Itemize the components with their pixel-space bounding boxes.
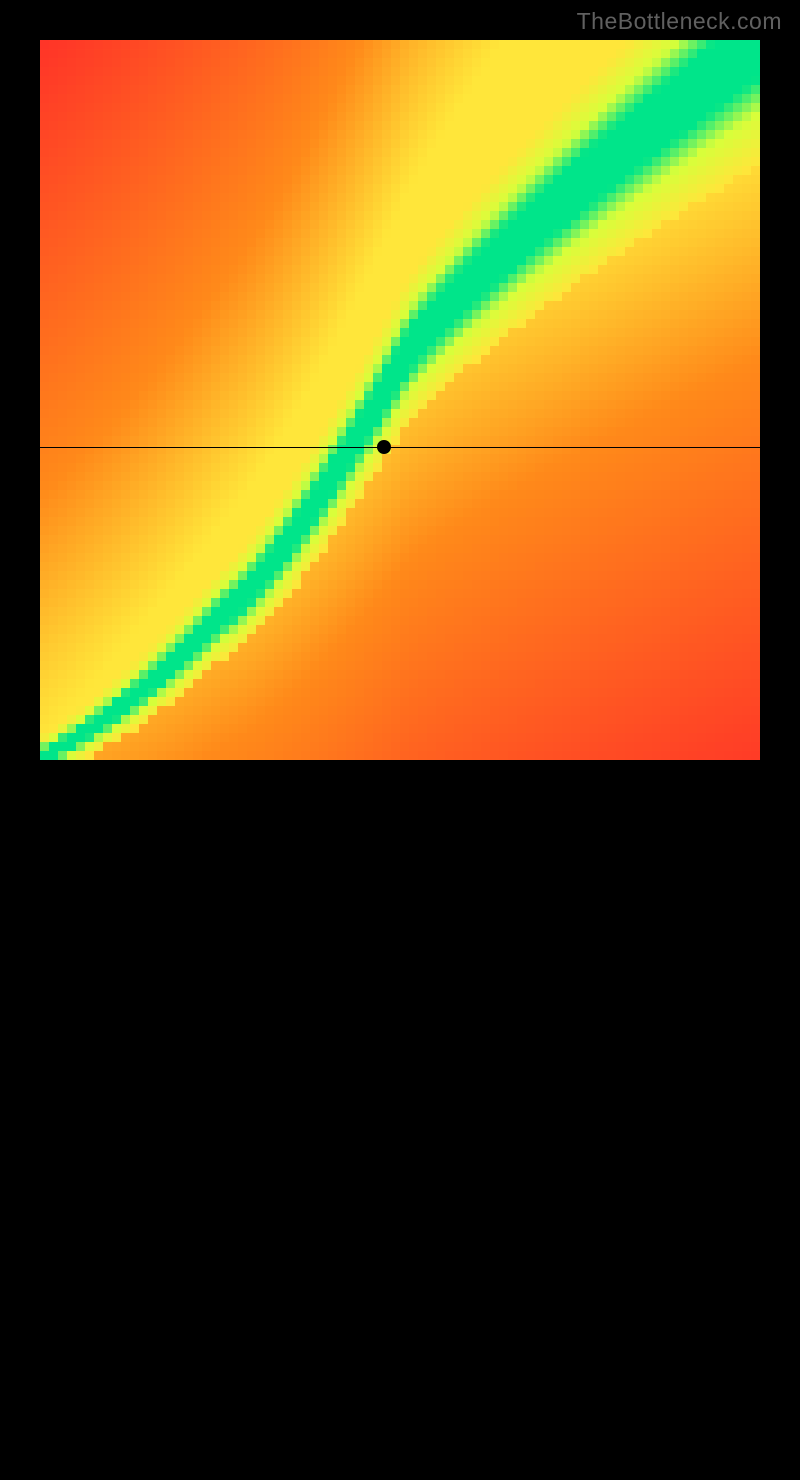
crosshair-horizontal bbox=[40, 447, 760, 448]
crosshair-vertical bbox=[384, 760, 385, 1480]
bottleneck-heatmap bbox=[40, 40, 760, 760]
watermark-text: TheBottleneck.com bbox=[577, 8, 782, 35]
intersection-marker bbox=[377, 440, 391, 454]
heatmap-canvas bbox=[40, 40, 760, 760]
